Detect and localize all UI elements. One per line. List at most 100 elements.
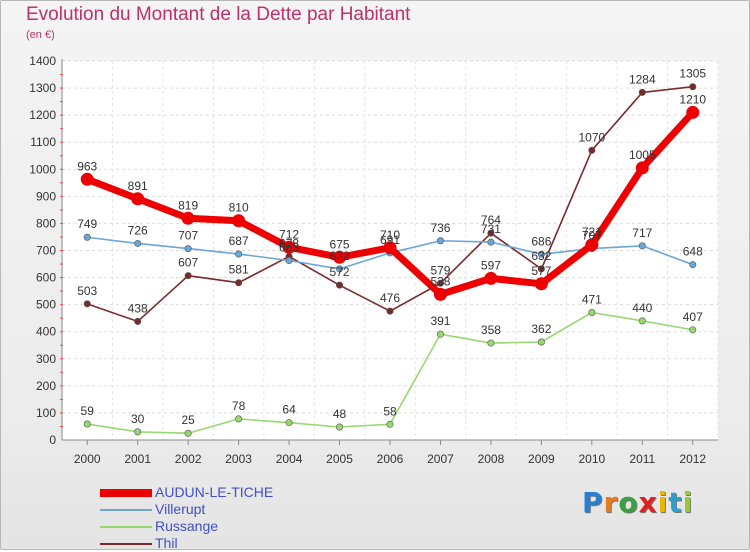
data-point-villerupt (235, 250, 243, 258)
data-label-thil: 1284 (629, 72, 656, 86)
x-tick-label: 2011 (629, 452, 655, 466)
data-point-villerupt (487, 238, 495, 246)
data-point-thil (184, 272, 192, 280)
data-point-thil (386, 307, 394, 315)
data-label-russange: 64 (282, 403, 296, 417)
data-label-audun-le-tiche: 891 (128, 179, 148, 193)
chart-subtitle: (en €) (26, 29, 55, 41)
data-point-villerupt (83, 233, 91, 241)
data-point-russange (588, 308, 596, 316)
data-point-russange (184, 429, 192, 437)
data-point-audun-le-tiche (635, 161, 649, 175)
x-tick-label: 2009 (528, 452, 555, 466)
data-label-thil: 607 (178, 256, 198, 270)
logo-letter: i (682, 486, 694, 519)
y-tick-label: 100 (36, 406, 56, 420)
data-label-villerupt: 707 (582, 229, 602, 243)
data-point-russange (235, 415, 243, 423)
data-label-russange: 440 (632, 301, 652, 315)
data-point-audun-le-tiche (585, 238, 599, 252)
y-tick-label: 1200 (29, 108, 56, 122)
data-point-thil (436, 279, 444, 287)
data-point-russange (638, 317, 646, 325)
data-label-villerupt: 691 (380, 233, 400, 247)
y-tick-label: 700 (36, 244, 56, 258)
x-tick-label: 2000 (74, 452, 101, 466)
data-label-audun-le-tiche: 810 (229, 201, 249, 215)
data-point-villerupt (638, 242, 646, 250)
data-point-russange (689, 326, 697, 334)
data-label-audun-le-tiche: 963 (77, 159, 97, 173)
proxiti-logo: Proxiti (582, 486, 693, 519)
logo-letter: r (603, 486, 619, 519)
x-tick-label: 2002 (175, 452, 202, 466)
data-label-russange: 391 (430, 314, 450, 328)
y-tick-label: 0 (49, 433, 56, 447)
logo-letter: P (582, 486, 604, 519)
data-point-villerupt (436, 237, 444, 245)
data-label-villerupt: 707 (178, 229, 198, 243)
data-label-audun-le-tiche: 675 (330, 237, 350, 251)
data-label-villerupt: 687 (229, 234, 249, 248)
data-label-thil: 632 (531, 249, 551, 263)
logo-letter: o (618, 486, 639, 519)
data-label-thil: 572 (330, 265, 350, 279)
data-label-audun-le-tiche: 819 (178, 198, 198, 212)
data-label-audun-le-tiche: 538 (430, 274, 450, 288)
data-label-russange: 362 (531, 322, 551, 336)
data-point-thil (638, 88, 646, 96)
data-point-audun-le-tiche (383, 241, 397, 255)
data-point-audun-le-tiche (484, 271, 498, 285)
data-point-thil (134, 317, 142, 325)
x-tick-label: 2008 (478, 452, 505, 466)
legend-label: AUDUN-LE-TICHE (155, 484, 274, 500)
legend-label: Villerupt (155, 501, 206, 517)
x-tick-label: 2004 (276, 452, 303, 466)
y-tick-label: 400 (36, 325, 56, 339)
data-point-audun-le-tiche (131, 192, 145, 206)
y-tick-label: 900 (36, 189, 56, 203)
data-label-thil: 503 (77, 284, 97, 298)
data-point-russange (83, 420, 91, 428)
x-tick-label: 2005 (326, 452, 353, 466)
x-tick-label: 2003 (225, 452, 252, 466)
data-label-audun-le-tiche: 712 (279, 227, 299, 241)
data-label-audun-le-tiche: 710 (380, 228, 400, 242)
x-tick-label: 2006 (377, 452, 404, 466)
logo-letter: x (638, 486, 658, 519)
data-point-russange (134, 428, 142, 436)
line-chart: 0 100 200 300 400 500 600 700 800 900 1000 1100 1200… (29, 54, 719, 466)
data-label-russange: 471 (582, 292, 602, 306)
y-tick-label: 800 (36, 216, 56, 230)
data-label-villerupt: 736 (430, 221, 450, 235)
data-point-audun-le-tiche (333, 250, 347, 264)
data-point-audun-le-tiche (232, 214, 246, 228)
data-point-russange (487, 339, 495, 347)
data-label-villerupt: 686 (531, 234, 551, 248)
logo-letter: t (668, 486, 683, 519)
data-point-villerupt (285, 257, 293, 265)
data-point-villerupt (336, 265, 344, 273)
data-label-russange: 48 (333, 407, 347, 421)
y-tick-label: 200 (36, 379, 56, 393)
data-point-russange (386, 420, 394, 428)
data-label-audun-le-tiche: 721 (582, 225, 602, 239)
legend-label: Russange (155, 518, 219, 534)
data-label-audun-le-tiche: 1210 (679, 92, 706, 106)
data-label-villerupt: 663 (279, 241, 299, 255)
y-tick-label: 1000 (29, 162, 56, 176)
y-tick-label: 500 (36, 298, 56, 312)
legend-swatch (100, 508, 152, 511)
y-tick-label: 300 (36, 352, 56, 366)
data-point-thil (689, 83, 697, 91)
y-tick-label: 600 (36, 271, 56, 285)
data-point-audun-le-tiche (181, 211, 195, 225)
data-label-thil: 438 (128, 301, 148, 315)
data-point-audun-le-tiche (282, 240, 296, 254)
data-label-thil: 1305 (679, 67, 706, 81)
data-point-villerupt (134, 239, 142, 247)
x-tick-label: 2010 (578, 452, 605, 466)
data-label-villerupt: 726 (128, 223, 148, 237)
data-point-russange (537, 338, 545, 346)
data-point-audun-le-tiche (433, 287, 447, 301)
